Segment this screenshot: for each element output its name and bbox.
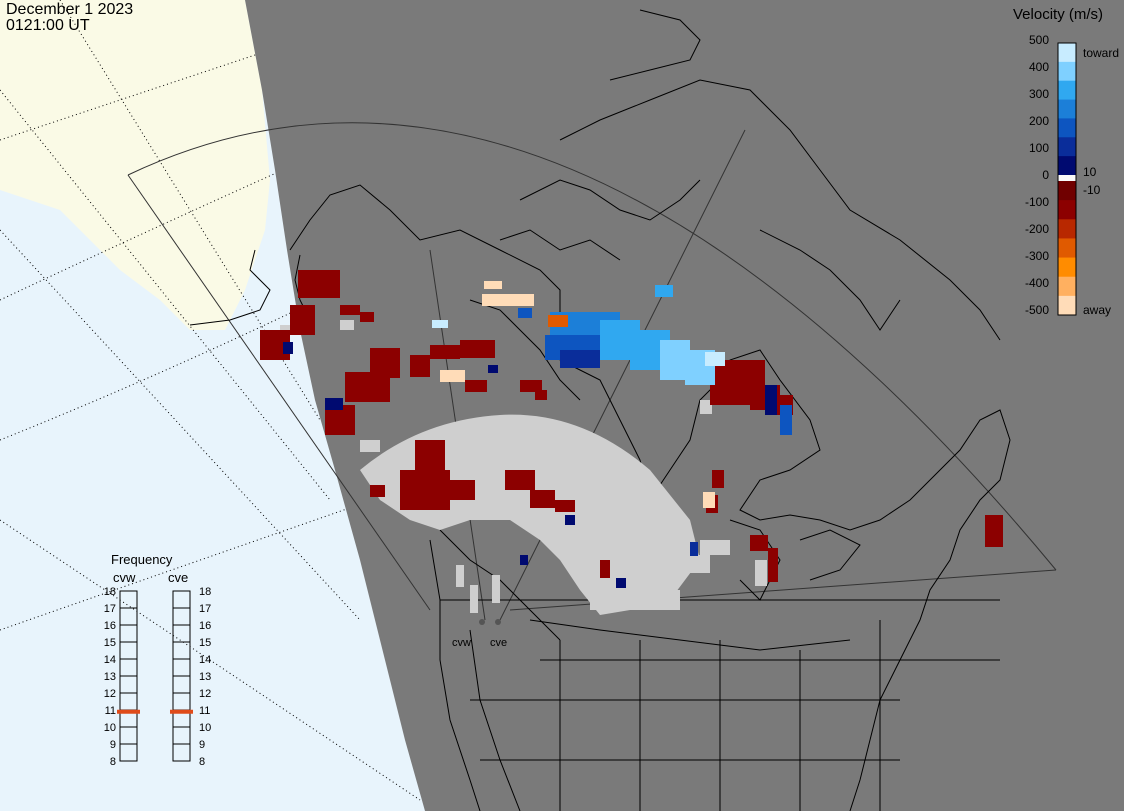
velocity-colorbar [1057,42,1077,316]
vtick-100: 100 [1029,141,1049,155]
colorbar-segment-toward [1058,118,1076,138]
frequency-tick-label: 18 [199,586,211,598]
night-shade [245,0,1124,811]
frequency-tick-label: 11 [199,705,210,717]
frequency-tick-label: 15 [104,637,116,649]
radar-label-cve: cve [490,637,507,649]
colorbar-segment-away [1058,238,1076,259]
vlabel-toward: toward [1083,46,1119,60]
toward-echoes [283,285,792,588]
vtick-0: 0 [1042,168,1049,182]
daylight-land-west [0,30,160,90]
frequency-tick-label: 8 [110,756,116,768]
vlabel-neg10: -10 [1083,183,1101,197]
colorbar-outline [1057,42,1077,316]
coastlines [189,9,1011,811]
vtick-200: 200 [1029,114,1049,128]
frequency-tick-label: 14 [199,654,211,666]
vtick-300: 300 [1029,87,1049,101]
frequency-tick-label: 10 [199,722,211,734]
colorbar-segment-zero [1058,175,1076,181]
colorbar-segment-toward [1058,61,1076,82]
velocity-legend-title: Velocity (m/s) [1013,6,1104,23]
vtick-400: 400 [1029,60,1049,74]
colorbar-segment-away [1058,257,1076,278]
colorbar-segment-away [1058,181,1076,201]
frequency-tick-label: 12 [104,688,116,700]
frequency-tick-label: 13 [199,671,211,683]
vtick-neg400: -400 [1025,276,1049,290]
frequency-tick-label: 16 [104,620,116,632]
velocity-tick-labels: 500 400 300 200 100 0 -100 -200 -300 -40… [1025,33,1119,317]
colorbar-segment-away [1058,219,1076,239]
away-echoes [260,270,1003,582]
radar-label-cvw: cvw [452,637,471,649]
frequency-tick-label: 11 [105,705,116,717]
colorbar-segment-toward [1058,43,1076,63]
frequency-tick-label: 18 [104,586,116,598]
frequency-tick-label: 16 [199,620,211,632]
frequency-bars: 18 17 16 15 14 13 12 11 10 9 8 18 17 16 15 14 13 12 11 10 9 8 [104,586,212,768]
colorbar-segment-away [1058,276,1076,297]
frequency-tick-label: 12 [199,688,211,700]
vtick-neg100: -100 [1025,195,1049,209]
frequency-tick-label: 9 [110,739,116,751]
vtick-neg500: -500 [1025,303,1049,317]
colorbar-segment-toward [1058,80,1076,101]
frequency-title: Frequency [111,552,173,567]
vtick-neg300: -300 [1025,249,1049,263]
vlabel-away: away [1083,303,1111,317]
time-label: 0121:00 UT [6,17,90,34]
radar-sites [479,619,501,625]
date-label: December 1 2023 [6,1,134,18]
colorbar-segment-away [1058,295,1076,316]
frequency-tick-label: 13 [104,671,116,683]
vtick-neg200: -200 [1025,222,1049,236]
fast-away-echoes [440,281,715,508]
frequency-tick-label: 15 [199,637,211,649]
frequency-tick-label: 14 [104,654,116,666]
frequency-tick-label: 17 [199,603,211,615]
frequency-tick-label: 8 [199,756,205,768]
colorbar-segment-toward [1058,137,1076,157]
colorbar-segment-toward [1058,99,1076,119]
frequency-tick-label: 10 [104,722,116,734]
frequency-tick-label: 9 [199,739,205,751]
vlabel-10: 10 [1083,165,1097,179]
vtick-500: 500 [1029,33,1049,47]
freq-radar-cvw: cvw [113,570,136,585]
freq-radar-cve: cve [168,570,188,585]
frequency-tick-label: 17 [104,603,116,615]
colorbar-segment-toward [1058,156,1076,176]
daylight-land [0,0,270,330]
colorbar-segment-away [1058,200,1076,220]
